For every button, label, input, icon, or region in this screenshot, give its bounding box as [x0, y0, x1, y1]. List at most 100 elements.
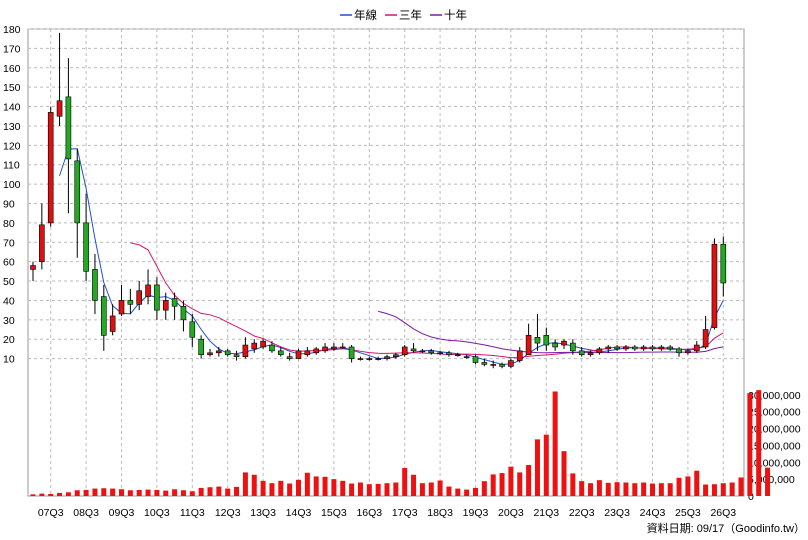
legend-label-annual: 年線 [354, 8, 377, 22]
candle-body [366, 358, 373, 360]
candle-body [295, 350, 302, 359]
candle-body [658, 346, 665, 350]
volume-bar [747, 393, 753, 496]
candle-body [277, 350, 284, 356]
volume-bar [234, 486, 240, 496]
volume-tick-label: 0 [748, 491, 754, 503]
volume-bar [490, 474, 496, 496]
volume-bar [499, 473, 505, 496]
volume-bar [366, 484, 372, 496]
volume-bar [225, 488, 231, 496]
candle-body [127, 300, 134, 305]
volume-bar [242, 472, 248, 496]
price-tick-label: 90 [3, 199, 15, 211]
volume-bar [207, 487, 213, 496]
x-tick-label: 10Q3 [144, 507, 170, 519]
candle-body [623, 346, 629, 350]
x-tick-label: 15Q3 [321, 507, 347, 519]
candle-body [162, 300, 169, 311]
volume-bar [278, 480, 284, 496]
x-tick-label: 13Q3 [250, 507, 276, 519]
volume-bar [172, 489, 178, 496]
candle-body [233, 354, 240, 357]
price-tick-label: 160 [3, 63, 21, 75]
x-tick-label: 18Q3 [427, 507, 453, 519]
candle-body [189, 321, 196, 338]
volume-bar [375, 483, 381, 496]
candle-body [348, 346, 355, 359]
candle-body [667, 346, 674, 350]
x-tick-label: 07Q3 [38, 507, 64, 519]
volume-bar [189, 491, 195, 496]
candle-body [543, 335, 550, 346]
x-tick-label: 16Q3 [356, 507, 382, 519]
price-tick-label: 130 [3, 121, 21, 133]
volume-bar [127, 490, 133, 496]
candle-body [676, 348, 682, 354]
candle-body [410, 348, 417, 352]
candle-body [101, 296, 107, 336]
candle-body [313, 348, 320, 354]
volume-bar [765, 467, 771, 496]
x-tick-label: 14Q3 [286, 507, 312, 519]
legend-label-10yr: 十年 [444, 8, 467, 22]
price-tick-label: 70 [3, 237, 15, 249]
candle-body [83, 222, 89, 272]
price-tick-label: 100 [3, 179, 21, 191]
volume-bar [287, 483, 293, 496]
volume-bar [658, 483, 664, 496]
x-tick-label: 20Q3 [498, 507, 524, 519]
volume-bar [180, 490, 186, 496]
x-tick-label: 08Q3 [73, 507, 99, 519]
x-tick-label: 23Q3 [604, 507, 630, 519]
volume-bar [579, 481, 585, 496]
candle-body [118, 300, 125, 315]
candle-body [693, 344, 700, 352]
volume-bar [588, 483, 594, 496]
candle-body [463, 356, 470, 358]
volume-bar [517, 472, 523, 496]
candle-body [260, 340, 266, 348]
volume-bar [473, 487, 478, 496]
volume-bar [756, 390, 762, 496]
volume-bar [322, 476, 328, 496]
volume-bar [251, 474, 257, 496]
volume-bar [720, 483, 726, 496]
volume-bar [119, 489, 124, 496]
volume-bar [296, 479, 301, 496]
candle-body [702, 329, 709, 348]
x-axis: 07Q3 08Q3 09Q3 10Q3 11Q3 12Q3 13Q3 14Q3 15Q3 16Q3… [38, 507, 736, 519]
x-tick-label: 22Q3 [569, 507, 595, 519]
volume-bar [384, 483, 390, 496]
volume-bar [154, 489, 160, 496]
volume-bar [543, 434, 549, 496]
x-tick-label: 24Q3 [640, 507, 666, 519]
volume-bar [738, 477, 744, 496]
price-tick-label: 110 [3, 160, 20, 172]
candle-body [145, 284, 151, 297]
candle-body [561, 340, 567, 346]
volume-bar [464, 489, 470, 496]
candle-body [596, 348, 603, 354]
candle-body [605, 346, 612, 350]
volume-bar [110, 488, 116, 496]
moving-average-lines [59, 148, 724, 365]
volume-bar [694, 470, 700, 496]
candle-body [47, 112, 54, 224]
candle-body [207, 352, 213, 356]
candlesticks [30, 32, 727, 369]
volume-bar [145, 489, 151, 496]
candle-body [711, 243, 718, 328]
volume-bar [446, 486, 452, 496]
volume-bar [455, 488, 461, 496]
volume-bar [357, 482, 363, 496]
candle-body [490, 364, 497, 366]
candle-body [65, 96, 72, 160]
candle-body [30, 265, 36, 270]
price-axis: 10 20 30 40 50 60 70 80 90 100 110 120 130 140 150 160 1… [3, 24, 21, 366]
volume-bar [419, 483, 425, 496]
legend-label-3yr: 三年 [399, 8, 422, 22]
candle-body [198, 338, 204, 356]
candle-body [216, 350, 222, 354]
candle-body [171, 298, 178, 307]
